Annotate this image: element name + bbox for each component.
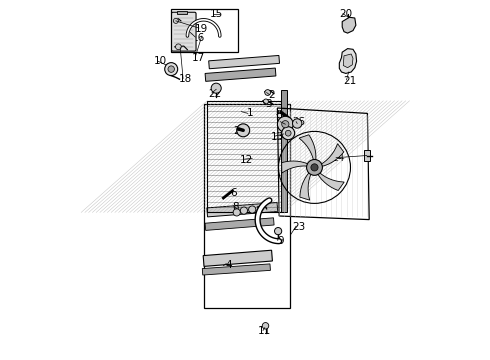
Circle shape (274, 228, 282, 235)
Circle shape (233, 209, 240, 216)
Text: 18: 18 (179, 74, 192, 84)
Text: 22: 22 (208, 89, 221, 99)
Text: 10: 10 (154, 56, 167, 66)
Text: 20: 20 (339, 9, 352, 19)
Text: 6: 6 (230, 188, 237, 198)
Text: 14: 14 (332, 153, 345, 163)
Circle shape (262, 323, 269, 329)
Polygon shape (339, 49, 357, 73)
FancyBboxPatch shape (172, 12, 196, 51)
Text: 17: 17 (192, 53, 205, 63)
Text: 12: 12 (240, 155, 253, 165)
Text: 11: 11 (258, 326, 271, 336)
Circle shape (277, 116, 293, 132)
Polygon shape (205, 68, 276, 81)
Circle shape (237, 124, 250, 137)
Text: 19: 19 (195, 24, 208, 34)
Polygon shape (207, 203, 278, 217)
Circle shape (282, 127, 294, 140)
Text: 13: 13 (271, 132, 284, 142)
Polygon shape (209, 55, 279, 69)
Bar (364, 150, 370, 161)
Circle shape (282, 121, 289, 128)
Circle shape (240, 207, 247, 214)
Polygon shape (299, 135, 316, 161)
Circle shape (175, 44, 181, 50)
Bar (171, 9, 238, 52)
Polygon shape (317, 172, 344, 190)
Text: 2: 2 (269, 90, 275, 100)
Polygon shape (205, 218, 274, 230)
Circle shape (165, 63, 178, 76)
Text: 1: 1 (247, 108, 254, 118)
Text: 3: 3 (265, 99, 272, 109)
Circle shape (293, 119, 302, 128)
Circle shape (173, 18, 178, 23)
Polygon shape (282, 161, 309, 173)
Text: 23: 23 (293, 222, 306, 232)
Bar (207, 101, 284, 212)
Text: 8: 8 (233, 202, 239, 212)
Circle shape (263, 99, 269, 104)
Text: 7: 7 (278, 135, 284, 145)
Polygon shape (342, 17, 356, 33)
Text: 24: 24 (233, 126, 246, 136)
Polygon shape (202, 264, 270, 275)
Circle shape (265, 90, 270, 95)
Circle shape (248, 206, 256, 213)
Text: 16: 16 (192, 33, 205, 43)
Bar (176, 11, 187, 14)
Text: 4: 4 (225, 260, 232, 270)
Bar (204, 104, 290, 308)
Text: 26: 26 (276, 117, 290, 127)
Polygon shape (320, 144, 344, 167)
Text: 25: 25 (293, 117, 306, 127)
Circle shape (311, 164, 318, 171)
Text: 9: 9 (277, 236, 284, 246)
Text: 21: 21 (343, 76, 356, 86)
Polygon shape (300, 172, 311, 200)
Text: 5: 5 (276, 110, 283, 120)
Polygon shape (203, 250, 272, 266)
Circle shape (168, 66, 174, 72)
Polygon shape (343, 54, 353, 68)
Circle shape (211, 83, 221, 93)
Circle shape (285, 130, 291, 136)
Bar (281, 90, 288, 212)
Text: 15: 15 (210, 9, 223, 19)
Circle shape (307, 159, 322, 175)
